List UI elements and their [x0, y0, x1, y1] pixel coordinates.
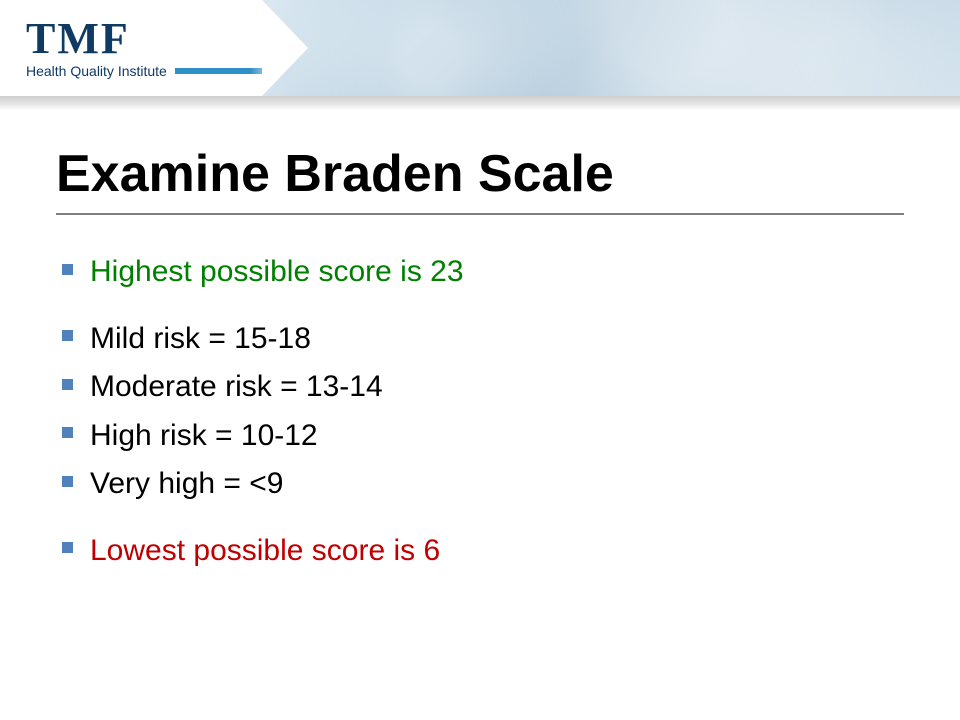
logo-subtitle: Health Quality Institute	[26, 63, 167, 79]
logo-subline: Health Quality Institute	[26, 63, 262, 79]
logo-swoosh-icon	[175, 68, 262, 74]
bullet-list: Highest possible score is 23 Mild risk =…	[56, 249, 904, 574]
bullet-text: Moderate risk = 13-14	[90, 370, 383, 403]
list-item: High risk = 10-12	[56, 413, 904, 460]
logo-box: TMF Health Quality Institute	[0, 0, 262, 96]
bullet-text: High risk = 10-12	[90, 419, 318, 452]
bullet-gap	[56, 510, 904, 528]
slide-content: Examine Braden Scale Highest possible sc…	[0, 110, 960, 574]
list-item: Moderate risk = 13-14	[56, 364, 904, 411]
bullet-text: Highest possible score is 23	[90, 255, 464, 288]
list-item: Mild risk = 15-18	[56, 316, 904, 363]
slide-header: TMF Health Quality Institute	[0, 0, 960, 96]
bullet-text: Lowest possible score is 6	[90, 534, 440, 567]
bullet-gap	[56, 298, 904, 316]
list-item: Very high = <9	[56, 461, 904, 508]
page-title: Examine Braden Scale	[56, 146, 904, 213]
title-rule	[56, 213, 904, 215]
list-item: Highest possible score is 23	[56, 249, 904, 296]
logo-main: TMF	[26, 17, 262, 61]
bullet-text: Very high = <9	[90, 467, 283, 500]
header-shadow	[0, 96, 960, 110]
bullet-text: Mild risk = 15-18	[90, 322, 311, 355]
list-item: Lowest possible score is 6	[56, 528, 904, 575]
